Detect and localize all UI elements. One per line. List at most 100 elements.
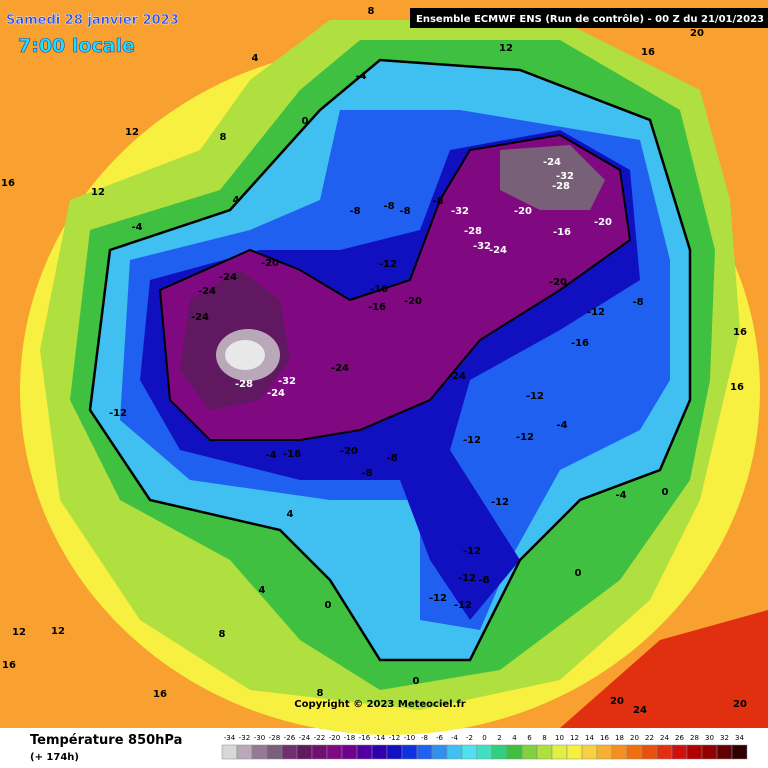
contour-label: 20: [733, 699, 747, 710]
contour-label: -28: [464, 226, 482, 237]
legend-label: 6: [527, 734, 532, 742]
legend-label: 32: [720, 734, 729, 742]
contour-label: -4: [131, 222, 142, 233]
legend-swatch: [386, 744, 403, 760]
contour-label: -24: [331, 363, 349, 374]
contour-label: 12: [499, 43, 513, 54]
contour-label: 12: [91, 187, 105, 198]
contour-label: -24: [543, 157, 561, 168]
legend-swatch: [731, 744, 748, 760]
legend-label: -14: [374, 734, 386, 742]
contour-label: -12: [429, 593, 447, 604]
legend-swatch: [431, 744, 448, 760]
color-legend: -34 -32 -30 -28 -26 -24 -22 -20 -18 -16 -14 -12 -10-…: [221, 734, 748, 760]
contour-label: 8: [317, 688, 324, 699]
deep-purple-west: [500, 145, 605, 210]
legend-label: -6: [436, 734, 444, 742]
contour-label: 4: [259, 585, 266, 596]
contour-label: -12: [458, 573, 476, 584]
contour-label: -32: [556, 171, 574, 182]
legend-swatch: [491, 744, 508, 760]
contour-label: 0: [325, 600, 332, 611]
date-text: Samedi 28 janvier 2023: [6, 13, 179, 28]
contour-label: -16: [283, 449, 301, 460]
lead-time: (+ 174h): [30, 752, 79, 763]
contour-label: -12: [379, 259, 397, 270]
legend-swatch: [356, 744, 373, 760]
contour-label: 12: [12, 627, 26, 638]
legend-swatch: [641, 744, 658, 760]
legend-label: -8: [421, 734, 428, 742]
legend-label: -28: [269, 734, 280, 742]
legend-swatch: [221, 744, 238, 760]
contour-label: 8: [368, 6, 375, 17]
contour-label: -12: [587, 307, 605, 318]
legend-label: 22: [645, 734, 654, 742]
legend-label: 10: [555, 734, 564, 742]
legend-label: 26: [675, 734, 684, 742]
legend-label: -34: [224, 734, 236, 742]
contour-label: 4: [252, 53, 259, 64]
legend-label: 30: [705, 734, 714, 742]
contour-label: 0: [302, 116, 309, 127]
model-text: Ensemble ECMWF ENS (Run de contrôle) - 0…: [416, 13, 764, 25]
legend-label: 18: [615, 734, 624, 742]
contour-label: -24: [267, 388, 285, 399]
legend-label: 8: [542, 734, 546, 742]
legend-swatch: [506, 744, 523, 760]
contour-label: 0: [413, 676, 420, 687]
legend-label: 14: [585, 734, 594, 742]
legend-label: 2: [497, 734, 501, 742]
legend-label: -4: [451, 734, 459, 742]
legend-swatch: [476, 744, 493, 760]
contour-label: 16: [2, 660, 16, 671]
legend-swatch: [596, 744, 613, 760]
legend-swatch: [371, 744, 388, 760]
legend-label: -18: [344, 734, 355, 742]
legend-swatch: [251, 744, 268, 760]
contour-label: -4: [355, 71, 366, 82]
contour-label: -16: [370, 284, 388, 295]
legend-swatch: [401, 744, 418, 760]
legend-label: 20: [630, 734, 639, 742]
legend-label: -22: [314, 734, 325, 742]
contour-label: -12: [526, 391, 544, 402]
contour-label: 16: [153, 689, 167, 700]
contour-label: 12: [125, 127, 139, 138]
contour-label: -20: [594, 217, 612, 228]
contour-label: -4: [265, 450, 276, 461]
contour-label: -20: [514, 206, 532, 217]
legend-swatch: [521, 744, 538, 760]
copyright: Copyright © 2023 Meteociel.fr: [294, 699, 465, 710]
legend-label: 16: [600, 734, 609, 742]
legend-swatch: [686, 744, 703, 760]
zero-isotherm: [88, 58, 692, 662]
contour-label: 16: [641, 47, 655, 58]
contour-label: -8: [432, 196, 443, 207]
legend-swatch: [566, 744, 583, 760]
contour-label: 20: [690, 28, 704, 39]
legend-swatch: [656, 744, 673, 760]
contour-label: -12: [491, 497, 509, 508]
legend-swatch: [626, 744, 643, 760]
contour-label: -4: [615, 490, 626, 501]
contour-label: -32: [278, 376, 296, 387]
contour-label: 12: [51, 626, 65, 637]
contour-label: -12: [454, 600, 472, 611]
contour-label: -28: [552, 181, 570, 192]
contour-label: -20: [549, 277, 567, 288]
contour-label: 4: [233, 195, 240, 206]
contour-label: -8: [632, 297, 643, 308]
legend-label: -32: [239, 734, 250, 742]
contour-label: 16: [1, 178, 15, 189]
legend-swatch: [326, 744, 343, 760]
legend-swatch: [266, 744, 283, 760]
contour-label: -24: [489, 245, 507, 256]
contour-label: -16: [368, 302, 386, 313]
legend-swatch: [446, 744, 463, 760]
legend-swatch: [581, 744, 598, 760]
footer: Température 850hPa (+ 174h) -34 -32 -30 -28…: [30, 733, 748, 763]
contour-label: -12: [516, 432, 534, 443]
contour-label: -24: [219, 272, 237, 283]
contour-label: -12: [463, 546, 481, 557]
